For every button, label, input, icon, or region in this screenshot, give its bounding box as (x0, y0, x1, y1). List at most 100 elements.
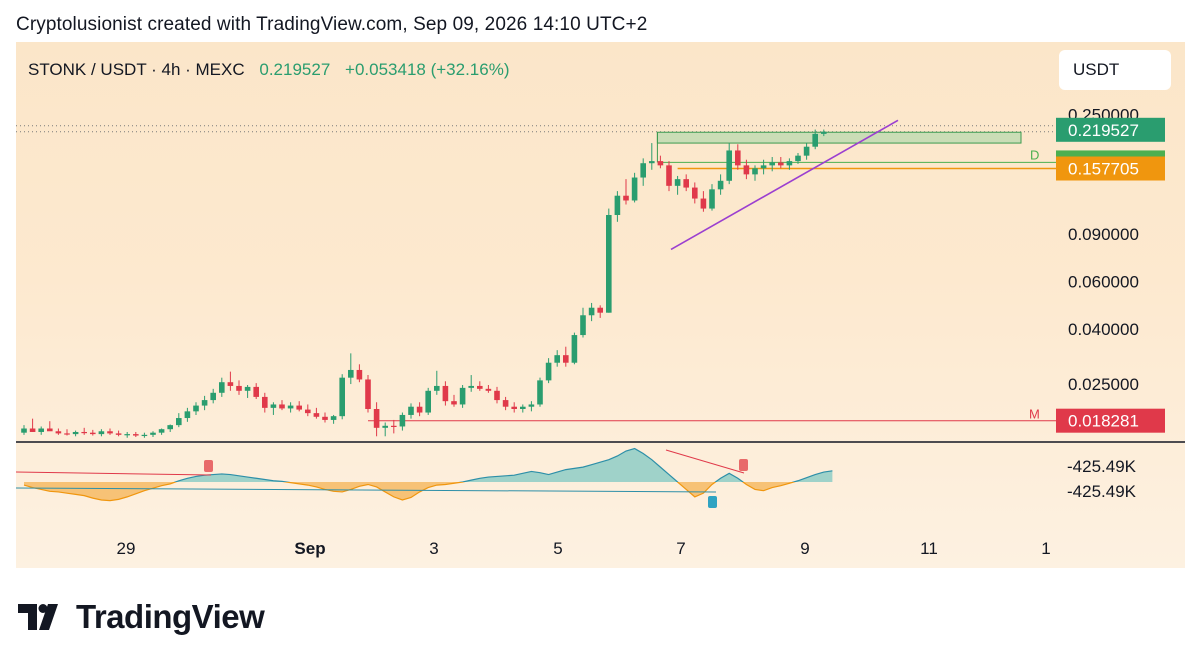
candle-body (442, 385, 449, 402)
price-tag (1056, 156, 1165, 181)
symbol-header: STONK / USDT · 4h · MEXC 0.219527 +0.053… (28, 60, 509, 80)
candle-body (322, 416, 328, 420)
candle-body (253, 386, 259, 397)
oscillator-line (23, 482, 796, 502)
candle-body (588, 307, 595, 316)
candle-body (786, 161, 793, 166)
candle-body (227, 382, 234, 386)
candle-body (631, 177, 638, 201)
candle-body (468, 385, 474, 388)
candle-body (502, 400, 509, 407)
divergence-marker (708, 496, 717, 508)
candle-body (657, 161, 664, 166)
candle-body (133, 434, 139, 436)
currency-selector[interactable]: USDT (1059, 50, 1171, 90)
x-tick-label: 7 (676, 539, 685, 558)
divergence-marker (739, 459, 748, 471)
candle-body (425, 390, 431, 413)
candle-body (434, 385, 440, 391)
candle-body (821, 131, 827, 134)
candle-body (571, 335, 578, 363)
candle-body (666, 165, 672, 186)
candle-body (485, 388, 492, 391)
candle-body (545, 362, 552, 381)
candle-body (21, 428, 27, 433)
candle-body (98, 431, 105, 435)
candle-body (760, 165, 767, 169)
price-change: +0.053418 (+32.16%) (345, 60, 510, 79)
x-tick-label: 11 (920, 539, 938, 558)
chart-panel[interactable]: D M 0.250000 0.090000 0.060000 0.040000 0.0250… (16, 42, 1185, 568)
candle-body (373, 409, 380, 428)
oscillator-fill-negative (24, 482, 833, 501)
price-tag-label: 0.018281 (1068, 412, 1139, 431)
candle-body (313, 413, 320, 417)
tradingview-logo-text: TradingView (76, 598, 265, 635)
candle-body (193, 405, 199, 412)
price-tag (1056, 117, 1165, 142)
y-tick-label: 0.040000 (1068, 320, 1139, 339)
candle-body (262, 396, 268, 408)
candle-body (743, 165, 750, 175)
candle-body (459, 387, 466, 405)
price-tag-label: 0.157705 (1068, 160, 1139, 179)
candle-body (399, 414, 406, 427)
candle-body (640, 163, 646, 178)
candle-body (356, 369, 363, 380)
x-tick-label: 9 (800, 539, 809, 558)
candle-body (365, 379, 371, 410)
candle-body (339, 377, 345, 417)
candle-body (167, 425, 173, 430)
candle-body (287, 405, 294, 409)
divergence-line (16, 471, 212, 476)
price-tag (1056, 408, 1165, 433)
candle-body (219, 382, 225, 393)
candle-body (279, 404, 285, 409)
candle-body (700, 198, 707, 209)
candle-body (176, 418, 182, 426)
candle-body (494, 390, 500, 401)
candle-body (623, 195, 629, 201)
candle-body (674, 179, 681, 186)
candle-body (778, 162, 784, 166)
candle-body (382, 425, 388, 428)
candle-body (158, 429, 165, 433)
y-tick-label: 0.060000 (1068, 273, 1139, 292)
candle-body (580, 315, 586, 336)
price-tag-label: 0.219527 (1068, 121, 1139, 140)
candle-body (812, 133, 818, 147)
candle-body (55, 431, 62, 434)
candle-body (803, 146, 810, 156)
candle-body (184, 411, 191, 419)
candle-body (408, 406, 414, 415)
candle-body (606, 215, 612, 313)
x-tick-label: 1 (1041, 539, 1050, 558)
candle-body (270, 404, 277, 408)
candle-body (38, 428, 44, 432)
candle-body (90, 432, 96, 435)
candle-body (64, 433, 70, 435)
candle-body (124, 434, 130, 436)
divergence-line (16, 487, 717, 493)
divergence-marker (204, 460, 213, 472)
price-chart[interactable]: DM0.2500000.0900000.0600000.0400000.0250… (16, 42, 1185, 568)
oscillator-fill-positive (24, 448, 833, 482)
candle-body (29, 428, 36, 432)
candle-body (752, 168, 758, 175)
divergence-line (665, 449, 745, 474)
candle-body (244, 386, 251, 391)
oscillator-value-label: -425.49K (1067, 482, 1137, 501)
candle-body (81, 431, 87, 434)
candle-body (614, 195, 621, 216)
candle-body (451, 401, 457, 405)
candle-body (150, 432, 156, 435)
candle-body (416, 406, 423, 413)
oscillator-line (173, 447, 833, 482)
tradingview-logo-icon (18, 604, 58, 630)
candle-body (141, 434, 148, 437)
candle-body (236, 385, 242, 391)
candle-body (769, 162, 775, 166)
candle-body (296, 405, 302, 410)
level-label-d: D (1030, 147, 1039, 162)
x-tick-label: Sep (294, 539, 325, 558)
